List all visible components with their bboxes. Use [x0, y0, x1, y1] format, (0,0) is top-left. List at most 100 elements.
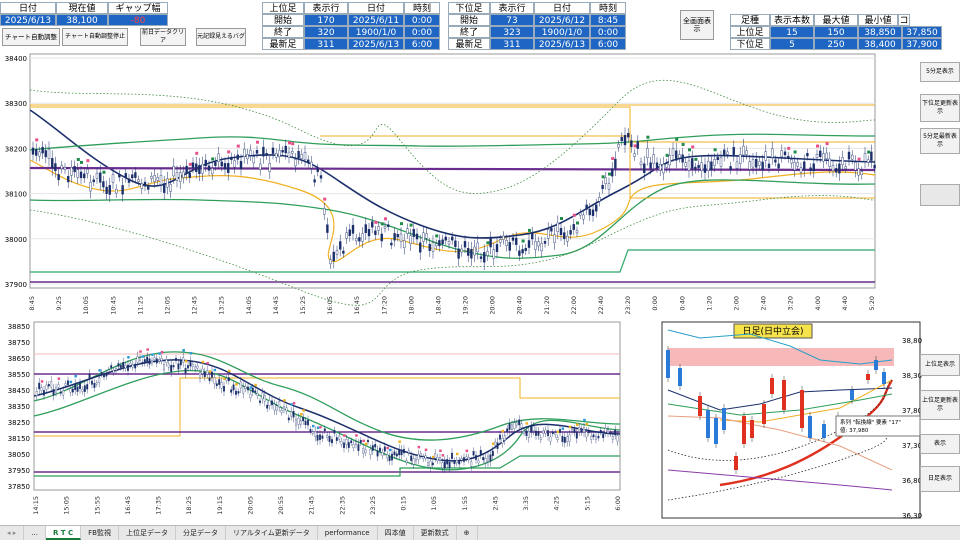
- daily-candle-body: [706, 410, 710, 438]
- upper-update-button[interactable]: 上位足更新表示: [920, 390, 960, 420]
- top-chart-line: [29, 166, 876, 172]
- top-candle-body: [339, 241, 342, 250]
- bottom-candle-body: [328, 436, 331, 442]
- bottom-candle-body: [568, 434, 571, 442]
- bottom-candle-body: [199, 372, 201, 379]
- bottom-candle-body: [544, 429, 547, 434]
- 5min-display-button[interactable]: 5分足表示: [920, 62, 960, 82]
- fullscreen-button[interactable]: 全画面表示: [680, 10, 714, 40]
- bottom-candle-body: [304, 420, 307, 426]
- top-candle-body: [412, 229, 415, 237]
- top-candle-body: [559, 228, 563, 236]
- top-candle-body: [82, 173, 86, 179]
- top-candle-body: [172, 165, 176, 177]
- top-candle-body: [486, 251, 489, 256]
- top-candle-body: [611, 168, 614, 177]
- bottom-candle-body: [283, 406, 285, 411]
- top-candle-body: [601, 184, 604, 190]
- bottom-candle-body: [592, 434, 595, 438]
- 5min-latest-button[interactable]: 5分足最新表示: [920, 128, 960, 154]
- bottom-candle-body: [415, 458, 417, 462]
- bottom-y-tick-label: 38350: [8, 403, 30, 411]
- sheet-tab[interactable]: R T C: [45, 526, 82, 540]
- top-signal-marker: [227, 150, 231, 154]
- right-header-row: 足種 表示本数 最大値 最小値 コ: [730, 14, 910, 26]
- bottom-candle-body: [515, 422, 518, 426]
- chart-auto-adjust-button[interactable]: チャート自動調整: [2, 28, 60, 46]
- sheet-tab[interactable]: リアルタイム更新データ: [226, 526, 318, 540]
- top-x-tick-label: 21:20: [543, 296, 551, 314]
- tab-nav-arrows-icon[interactable]: ◂ ▸: [0, 526, 25, 540]
- top-signal-marker: [688, 148, 691, 152]
- top-candle-body: [787, 155, 790, 159]
- bottom-candle-body: [153, 357, 156, 360]
- top-candle-body: [671, 148, 675, 156]
- sheet-tab[interactable]: 更新数式: [414, 526, 457, 540]
- sheet-tab[interactable]: 上位足データ: [119, 526, 176, 540]
- sheet-tab[interactable]: performance: [318, 526, 378, 540]
- top-candle-body: [265, 152, 268, 156]
- daily-dotted-line: [667, 379, 893, 461]
- header-panel: 日付 現在値 ギャップ幅 2025/6/13 38,100 -80 チャート自動…: [0, 0, 960, 50]
- top-signal-marker: [211, 157, 215, 161]
- clear-prev-day-button[interactable]: 前日データクリア: [140, 28, 186, 46]
- top-candle-body: [146, 186, 150, 190]
- side-blank-button[interactable]: [920, 184, 960, 206]
- top-candle-body: [332, 251, 335, 262]
- bottom-candle-body: [256, 392, 259, 396]
- bottom-candle-body: [43, 390, 45, 396]
- top-candle-body: [275, 153, 278, 158]
- bottom-candle-body: [38, 382, 41, 390]
- top-candle-body: [204, 159, 208, 167]
- top-candle-body: [38, 151, 41, 157]
- top-candle-body: [534, 241, 537, 250]
- top-candle-body: [588, 208, 591, 216]
- bottom-candle-body: [177, 363, 180, 370]
- top-signal-marker: [601, 175, 605, 179]
- bottom-candle-body: [463, 457, 465, 462]
- lower-update-button[interactable]: 下位足更新表示: [920, 94, 960, 122]
- sheet-tab[interactable]: ...: [24, 526, 46, 540]
- top-candle-body: [687, 160, 691, 171]
- bottom-candle-body: [100, 372, 103, 375]
- sheet-tab[interactable]: 四本値: [378, 526, 414, 540]
- bottom-candle-body: [451, 452, 453, 459]
- top-candle-body: [409, 235, 412, 245]
- top-x-tick-label: 3:20: [787, 296, 795, 311]
- bottom-candle-body: [88, 373, 91, 380]
- top-candle-body: [569, 230, 572, 235]
- daily-display-button[interactable]: 日足表示: [920, 466, 960, 492]
- bottom-candle-body: [148, 358, 151, 365]
- display-button[interactable]: 表示: [920, 434, 960, 454]
- top-signal-marker: [611, 157, 615, 161]
- bottom-candle-body: [571, 428, 573, 432]
- top-candle-body: [201, 163, 204, 174]
- top-signal-marker: [825, 142, 829, 146]
- bottom-candle-body: [364, 449, 367, 453]
- top-signal-marker: [665, 153, 669, 157]
- top-candle-body: [492, 249, 495, 259]
- top-x-tick-label: 20:40: [516, 296, 524, 314]
- top-candle-body: [419, 242, 422, 253]
- sheet-tab[interactable]: 分足データ: [176, 526, 226, 540]
- top-candle-body: [739, 154, 742, 164]
- record-bug-button[interactable]: 元記録見えるバグ: [196, 28, 246, 46]
- bottom-candle-body: [167, 363, 170, 368]
- top-signal-marker: [867, 150, 871, 154]
- top-candle-body: [537, 241, 540, 247]
- top-chart-dotted-band: [29, 79, 876, 194]
- bottom-candle-body: [379, 447, 381, 452]
- top-candle-body: [73, 166, 76, 173]
- bottom-candle-body: [129, 362, 132, 366]
- top-signal-marker: [188, 162, 192, 166]
- upper-display-button[interactable]: 上位足表示: [920, 354, 960, 376]
- daily-title-box: [733, 323, 813, 339]
- bottom-candle-body: [563, 436, 566, 443]
- chart-auto-adjust-stop-button[interactable]: チャート自動調整停止: [62, 28, 128, 46]
- add-sheet-icon[interactable]: ⊕: [457, 526, 478, 540]
- bottom-candle-body: [69, 388, 72, 393]
- sheet-tab[interactable]: FB監視: [81, 526, 119, 540]
- bottom-candle-body: [131, 364, 134, 368]
- top-x-tick-label: 4:40: [841, 296, 849, 311]
- top-candle-body: [233, 160, 236, 168]
